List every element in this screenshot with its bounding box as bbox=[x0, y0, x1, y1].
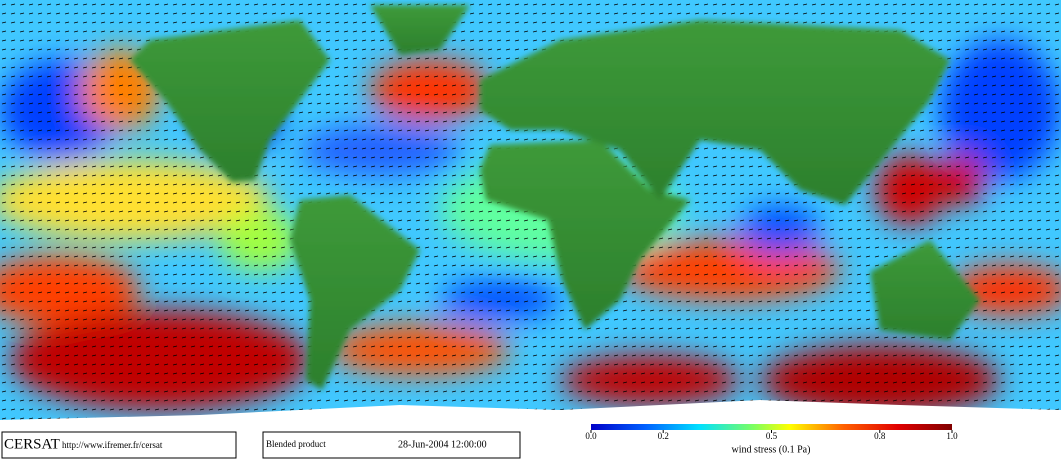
colorbar-tick-label: 0.0 bbox=[585, 431, 597, 441]
colorbar-tick-label: 1.0 bbox=[946, 431, 958, 441]
product: Blended product bbox=[266, 439, 326, 449]
continents bbox=[130, 5, 980, 390]
colorbar bbox=[591, 424, 952, 430]
colorbar-tick-label: 0.8 bbox=[874, 431, 886, 441]
logo-box bbox=[1, 431, 237, 459]
colorbar-label: wind stress (0.1 Pa) bbox=[732, 444, 811, 455]
colorbar-tick-label: 0.2 bbox=[658, 431, 669, 441]
url: http://www.ifremer.fr/cersat bbox=[62, 440, 163, 450]
date: 28-Jun-2004 12:00:00 bbox=[398, 439, 487, 450]
logo: CERSAT bbox=[4, 436, 60, 452]
colorbar-tick-label: 0.5 bbox=[766, 431, 778, 441]
product-box bbox=[262, 431, 521, 459]
